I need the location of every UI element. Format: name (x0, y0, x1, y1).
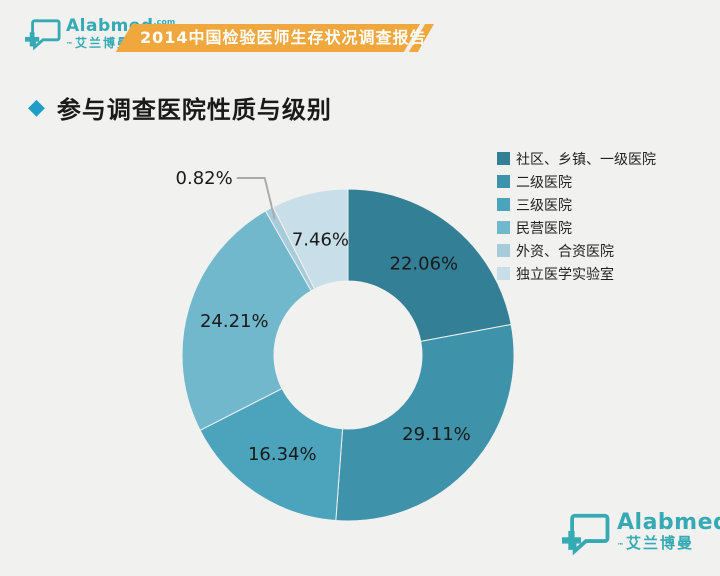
legend-label-5: 独立医学实验室 (516, 266, 614, 283)
logo-cn-name: ™艾兰博曼 (66, 36, 132, 50)
trademark-symbol: ™ (617, 542, 626, 550)
legend-label-0: 社区、乡镇、一级医院 (516, 151, 656, 168)
legend-label-4: 外资、合资医院 (516, 243, 614, 260)
donut-slice-2 (199, 387, 344, 522)
legend-swatch-3 (497, 221, 510, 234)
slice-label-4: 0.82% (176, 168, 233, 189)
slice-label-2: 16.34% (248, 444, 317, 465)
report-banner: 2014中国检验医师生存状况调查报告 (0, 24, 720, 52)
legend-item-2: 三级医院 (497, 193, 656, 216)
callout-leader-line (236, 177, 276, 220)
legend-label-3: 民营医院 (516, 220, 572, 237)
donut-slice-1 (335, 323, 515, 522)
slice-label-1: 29.11% (402, 424, 471, 445)
logo-name: Alabmed (617, 510, 720, 535)
chart-legend: 社区、乡镇、一级医院 二级医院三级医院民营医院外资、合资医院 独立医学实验室 (497, 147, 656, 285)
slice-label-3: 24.21% (200, 311, 269, 332)
legend-swatch-2 (497, 198, 510, 211)
section-title-row: ◆ 参与调查医院性质与级别 (28, 90, 332, 125)
slice-label-0: 22.06% (390, 254, 459, 275)
legend-swatch-4 (497, 244, 510, 257)
alabmed-bubble-icon (562, 513, 610, 556)
donut-slice-5 (272, 188, 349, 290)
legend-label-1: 二级医院 (516, 174, 572, 191)
legend-item-5: 独立医学实验室 (497, 262, 656, 285)
legend-item-1: 二级医院 (497, 170, 656, 193)
donut-slice-3 (181, 210, 312, 431)
legend-item-0: 社区、乡镇、一级医院 (497, 147, 656, 170)
legend-swatch-0 (497, 152, 510, 165)
trademark-symbol: ™ (66, 41, 75, 49)
logo-tld: .com (153, 17, 176, 27)
page-title: 参与调查医院性质与级别 (56, 96, 332, 124)
slice-label-5: 7.46% (292, 230, 349, 251)
legend-item-4: 外资、合资医院 (497, 239, 656, 262)
donut-slice-0 (347, 188, 512, 342)
alabmed-bubble-icon (25, 19, 61, 51)
legend-swatch-5 (497, 267, 510, 280)
logo-cn-name: ™艾兰博曼 (617, 534, 695, 552)
legend-label-2: 三级医院 (516, 197, 572, 214)
banner-title: 2014中国检验医师生存状况调查报告 (140, 28, 427, 47)
logo-wordmark: Alabmed.com ™艾兰博曼 (617, 512, 720, 551)
legend-item-3: 民营医院 (497, 216, 656, 239)
legend-swatch-1 (497, 175, 510, 188)
footer-logo: Alabmed.com ™艾兰博曼 (560, 512, 720, 560)
diamond-bullet-icon: ◆ (28, 94, 45, 120)
